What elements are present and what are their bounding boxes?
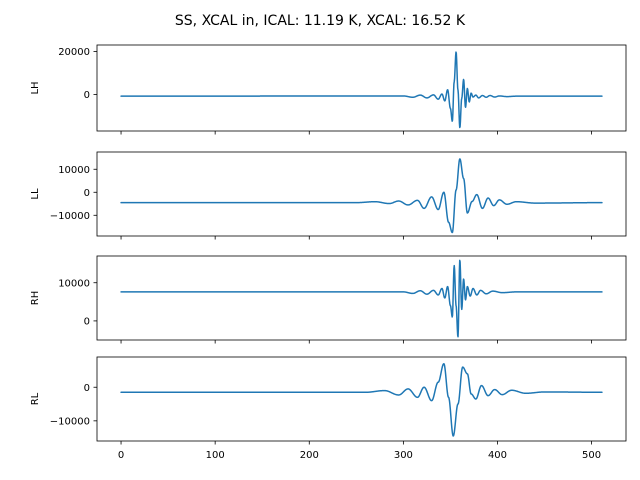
y-axis-label: RH — [30, 291, 41, 305]
x-tick-label: 300 — [394, 450, 413, 461]
x-tick-label: 200 — [300, 450, 319, 461]
x-tick-label: 0 — [118, 450, 124, 461]
y-axis-label: LH — [30, 81, 41, 94]
series-line-lh — [120, 51, 603, 129]
subplot-lh: 0 20000 LH — [30, 44, 627, 135]
y-tick-label: 0 — [84, 90, 90, 101]
y-tick-label: 10000 — [58, 278, 90, 289]
subplot-rh: 0 10000 RH — [30, 255, 627, 344]
y-tick-label: −10000 — [50, 211, 90, 222]
y-tick-label: 0 — [84, 188, 90, 199]
y-axis-label: RL — [30, 392, 41, 405]
axes-frame — [96, 356, 627, 442]
axes-frame — [96, 255, 627, 341]
y-tick-label: −10000 — [50, 416, 90, 427]
x-tick-label: 500 — [582, 450, 601, 461]
figure-title: SS, XCAL in, ICAL: 11.19 K, XCAL: 16.52 … — [175, 13, 466, 29]
y-tick-label: 0 — [84, 317, 90, 328]
axes-frame — [96, 44, 627, 132]
axes-frame — [96, 151, 627, 237]
series-line-rh — [120, 259, 603, 338]
subplot-rl: 0 100 200 300 400 500 −10000 0 RL — [30, 356, 627, 461]
subplot-grid: 0 20000 LH −10000 0 10000 LL 0 10000 RH 0 100 200 300… — [30, 44, 627, 461]
x-tick-label: 100 — [206, 450, 225, 461]
y-tick-label: 0 — [84, 383, 90, 394]
y-axis-label: LL — [30, 188, 41, 200]
x-tick-label: 400 — [488, 450, 507, 461]
series-line-rl — [120, 363, 603, 437]
y-tick-label: 10000 — [58, 165, 90, 176]
y-tick-label: 20000 — [58, 47, 90, 58]
subplot-ll: −10000 0 10000 LL — [30, 151, 627, 240]
series-line-ll — [120, 158, 603, 234]
